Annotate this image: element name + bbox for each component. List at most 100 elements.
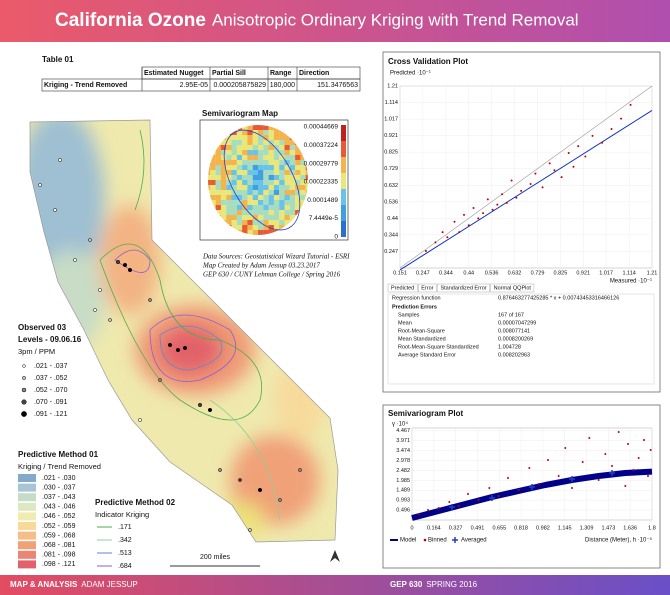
map-cell bbox=[247, 160, 253, 166]
map-cell bbox=[268, 170, 274, 176]
map-cell bbox=[231, 145, 237, 151]
sv-y-tick-label: 1.489 bbox=[396, 488, 410, 494]
method01-swatch bbox=[18, 502, 36, 511]
map-cell bbox=[300, 175, 306, 181]
cv-point bbox=[584, 155, 587, 158]
cv-tab[interactable]: Error bbox=[421, 285, 433, 291]
cv-point bbox=[560, 176, 563, 179]
map-cell bbox=[215, 155, 221, 161]
method02-class: .171 bbox=[118, 524, 132, 531]
map-cell bbox=[295, 170, 301, 176]
cv-y-tick-label: 1.21 bbox=[387, 83, 398, 89]
binned-point bbox=[507, 477, 509, 479]
reference-line bbox=[399, 85, 653, 269]
map-cell bbox=[268, 150, 274, 156]
map-cell bbox=[242, 215, 248, 221]
map-cell bbox=[236, 155, 243, 161]
cv-tab[interactable]: Predicted bbox=[391, 285, 414, 291]
cv-tab[interactable]: Normal QQPlot bbox=[494, 285, 532, 291]
map-cell bbox=[231, 170, 237, 176]
binned-point bbox=[571, 487, 573, 489]
map-cell bbox=[300, 185, 306, 191]
cv-point bbox=[515, 196, 518, 199]
map-cell bbox=[247, 155, 253, 161]
cv-point bbox=[510, 179, 513, 182]
map-cell bbox=[289, 215, 296, 221]
map-cell bbox=[231, 165, 237, 171]
map-cell bbox=[263, 130, 269, 136]
method02-class: .342 bbox=[118, 537, 132, 544]
map-cell bbox=[242, 195, 248, 201]
method01-class: .059 - .068 bbox=[42, 532, 76, 539]
map-cell bbox=[268, 205, 274, 211]
map-cell bbox=[284, 180, 290, 186]
sv-x-tick-label: 0.327 bbox=[449, 525, 463, 531]
map-cell bbox=[220, 210, 227, 216]
map-cell bbox=[247, 185, 253, 191]
map-cell bbox=[215, 185, 221, 191]
map-cell bbox=[273, 160, 280, 166]
map-cell bbox=[289, 195, 296, 201]
map-cell bbox=[300, 180, 306, 186]
cv-title: Cross Validation Plot bbox=[388, 57, 468, 66]
footer-course: GEP 630 bbox=[390, 580, 423, 589]
map-cell bbox=[268, 160, 274, 166]
map-cell bbox=[284, 185, 290, 191]
map-cell bbox=[273, 135, 280, 141]
map-cell bbox=[247, 230, 253, 235]
map-cell bbox=[289, 140, 296, 146]
cv-tab[interactable]: Standardized Error bbox=[440, 285, 486, 291]
scale-label: 0.00029779 bbox=[304, 160, 339, 167]
map-cell bbox=[289, 160, 296, 166]
map-cell bbox=[231, 140, 237, 146]
map-cell bbox=[284, 145, 290, 151]
map-cell bbox=[258, 125, 264, 131]
map-cell bbox=[242, 225, 248, 231]
map-cell bbox=[258, 140, 264, 146]
error-name: Samples bbox=[398, 312, 420, 318]
method02-subtitle: Indicator Kriging bbox=[95, 510, 149, 519]
table-header: Direction bbox=[299, 70, 329, 77]
scale-bar-swatch bbox=[341, 157, 346, 173]
binned-point bbox=[632, 469, 635, 471]
cv-point bbox=[567, 152, 570, 155]
map-cell bbox=[215, 190, 221, 196]
map-cell bbox=[279, 165, 285, 171]
map-cell bbox=[284, 160, 290, 166]
map-cell bbox=[273, 170, 280, 176]
map-cell bbox=[236, 150, 243, 156]
map-cell bbox=[208, 185, 211, 191]
model-curve bbox=[411, 468, 653, 521]
averaged-point bbox=[449, 504, 455, 510]
method01-class: .043 - .046 bbox=[42, 504, 76, 511]
legend-averaged bbox=[452, 537, 458, 543]
sv-y-tick-label: 0.496 bbox=[396, 508, 410, 514]
map-cell bbox=[215, 205, 221, 211]
error-name: Root-Mean-Square Standardized bbox=[398, 344, 479, 350]
map-cell bbox=[210, 180, 216, 186]
method01-swatch bbox=[18, 474, 36, 482]
binned-point bbox=[488, 487, 491, 489]
map-cell bbox=[273, 190, 280, 196]
map-cell bbox=[258, 200, 264, 206]
map-cell bbox=[220, 190, 227, 196]
map-cell bbox=[252, 205, 259, 211]
sv-x-tick-label: 0.818 bbox=[514, 525, 528, 531]
scale-label: 0.0001489 bbox=[307, 197, 338, 204]
map-cell bbox=[289, 165, 296, 171]
map-cell bbox=[226, 150, 232, 156]
error-value: 0.008077141 bbox=[498, 328, 530, 334]
map-cell bbox=[215, 170, 221, 176]
error-name: Mean bbox=[398, 320, 412, 326]
map-cell bbox=[289, 155, 296, 161]
footer-bar bbox=[0, 575, 670, 595]
cv-point bbox=[534, 172, 537, 175]
error-value: 167 of 167 bbox=[498, 312, 524, 318]
map-cell bbox=[268, 125, 274, 131]
cross-validation-panel bbox=[382, 51, 661, 393]
map-cell bbox=[231, 160, 237, 166]
cv-tab-box bbox=[437, 283, 490, 293]
cv-point bbox=[491, 208, 494, 211]
map-cell bbox=[289, 150, 296, 156]
map-cell bbox=[284, 215, 290, 221]
